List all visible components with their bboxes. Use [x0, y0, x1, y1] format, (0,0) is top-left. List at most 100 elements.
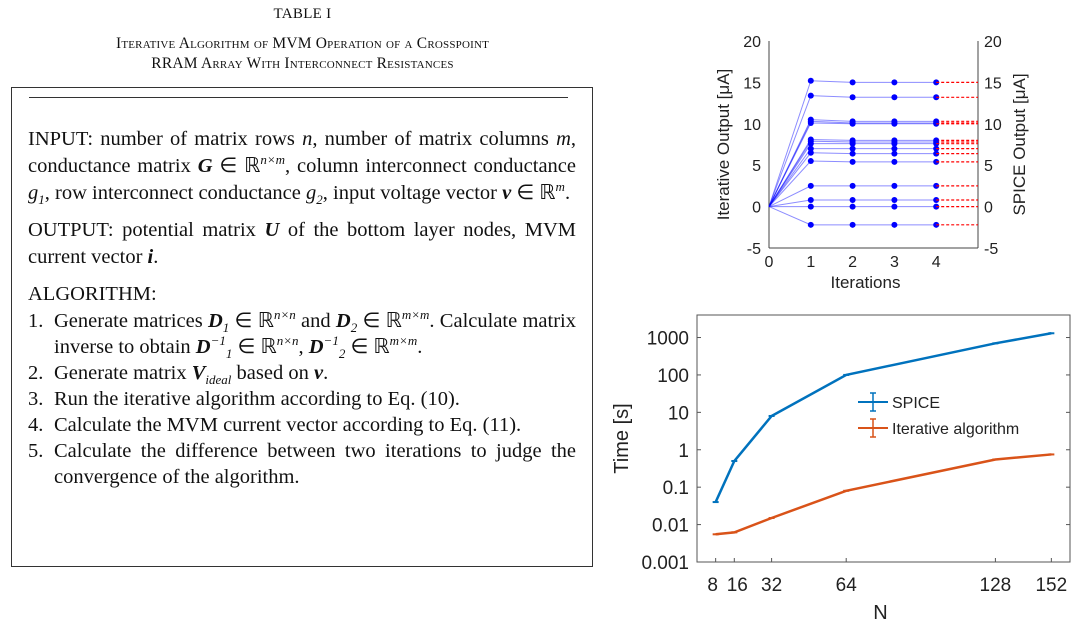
data-point	[849, 182, 856, 189]
data-point	[807, 182, 814, 189]
text-run: Generate matrix	[54, 362, 192, 384]
step-number: 3.	[28, 388, 44, 410]
data-point	[891, 79, 898, 86]
x-tick-label: 8	[707, 575, 718, 596]
math-symbol: D	[207, 310, 223, 332]
text-run: and	[295, 310, 336, 332]
data-point	[807, 77, 814, 84]
y-tick-label: 1	[678, 441, 689, 462]
math-symbol: v	[313, 362, 324, 384]
data-point	[891, 150, 898, 157]
data-point	[807, 145, 814, 152]
y2-tick-label: 0	[984, 200, 993, 217]
x-tick-label: 2	[848, 254, 857, 271]
x-tick-label: 1	[806, 254, 815, 271]
x-tick-label: 152	[1035, 575, 1067, 596]
algorithm-step: 2. Generate matrix Videal based on v.	[28, 360, 576, 386]
text-run: ∈ ℝ	[232, 336, 277, 358]
data-point	[891, 221, 898, 228]
data-point	[891, 196, 898, 203]
output-paragraph: OUTPUT: potential matrix U of the bottom…	[28, 217, 576, 271]
math-symbol: 1	[222, 320, 230, 336]
algorithm-body: INPUT: number of matrix rows n, number o…	[28, 126, 576, 490]
text-run: OUTPUT: potential matrix	[28, 219, 265, 241]
math-symbol: g	[306, 182, 317, 204]
y-tick-label: 0.001	[641, 553, 689, 574]
text-run: .	[323, 362, 329, 384]
y-tick-label: -5	[747, 241, 761, 258]
x-axis-label: Iterations	[831, 273, 901, 292]
data-point	[891, 94, 898, 101]
math-symbol: n×n	[276, 333, 299, 349]
math-symbol: 2	[338, 346, 346, 362]
data-point	[849, 140, 856, 147]
data-point	[849, 158, 856, 165]
y-tick-label: 1000	[647, 329, 689, 350]
math-symbol: v	[502, 182, 512, 204]
series-line	[715, 453, 1052, 536]
data-point	[849, 120, 856, 127]
x-axis-label: N	[873, 602, 887, 624]
data-point	[807, 119, 814, 126]
data-point	[807, 140, 814, 147]
math-symbol: g	[28, 182, 39, 204]
x-tick-label: 16	[727, 575, 748, 596]
algorithm-step: 4. Calculate the MVM current vector accor…	[28, 412, 576, 438]
math-symbol: 2	[350, 320, 358, 336]
x-tick-label: 128	[980, 575, 1012, 596]
x-tick-label: 32	[761, 575, 782, 596]
y2-tick-label: -5	[984, 241, 998, 258]
x-tick-label: 3	[890, 254, 899, 271]
math-symbol: n×m	[260, 152, 286, 168]
math-symbol: 1	[38, 192, 45, 208]
data-point	[849, 79, 856, 86]
math-symbol: m	[555, 179, 565, 195]
text-run: based on	[231, 362, 314, 384]
algorithm-box: INPUT: number of matrix rows n, number o…	[11, 87, 593, 567]
text-run: , conductance matrix	[28, 128, 576, 177]
data-point	[807, 196, 814, 203]
input-paragraph: INPUT: number of matrix rows n, number o…	[28, 126, 576, 207]
data-point	[891, 203, 898, 210]
y-tick-label: 20	[743, 34, 761, 51]
data-point	[891, 182, 898, 189]
y-tick-label: 0.1	[663, 478, 689, 499]
x-tick-label: 0	[765, 254, 774, 271]
text-run: .	[417, 336, 423, 358]
data-point	[849, 196, 856, 203]
y-tick-label: 0	[752, 200, 761, 217]
data-point	[891, 140, 898, 147]
text-run: ,	[298, 336, 309, 358]
math-symbol: D	[335, 310, 351, 332]
step-number: 5.	[28, 440, 44, 462]
legend-label: Iterative algorithm	[892, 421, 1019, 438]
data-point	[849, 221, 856, 228]
data-point	[891, 158, 898, 165]
math-symbol: 1	[225, 346, 233, 362]
y-tick-label: 10	[668, 403, 689, 424]
y-tick-label: 100	[657, 366, 689, 387]
algorithm-heading: ALGORITHM:	[28, 281, 576, 308]
math-symbol: i	[147, 246, 154, 268]
step-text: Generate matrix Videal based on v.	[54, 360, 576, 386]
data-point	[807, 203, 814, 210]
math-symbol: D	[308, 336, 324, 358]
text-run: ALGORITHM:	[28, 283, 157, 305]
y-tick-label: 5	[752, 158, 761, 175]
algorithm-step: 5. Calculate the difference between two i…	[28, 438, 576, 490]
y-tick-label: 0.01	[652, 516, 689, 537]
data-point	[807, 221, 814, 228]
math-symbol: n×n	[273, 307, 296, 323]
data-point	[849, 203, 856, 210]
step-number: 4.	[28, 414, 44, 436]
table-title-line-1: Iterative Algorithm of MVM Operation of …	[115, 35, 490, 52]
plot-frame	[696, 314, 1071, 563]
y-axis-label: Time [s]	[611, 403, 633, 473]
math-symbol: G	[197, 155, 213, 177]
text-run: . Calculate matrix inverse to obtain	[54, 310, 577, 358]
math-symbol: m×m	[401, 307, 430, 323]
data-point	[849, 150, 856, 157]
series-line	[768, 185, 937, 208]
algorithm-step: 3. Run the iterative algorithm according …	[28, 386, 576, 412]
